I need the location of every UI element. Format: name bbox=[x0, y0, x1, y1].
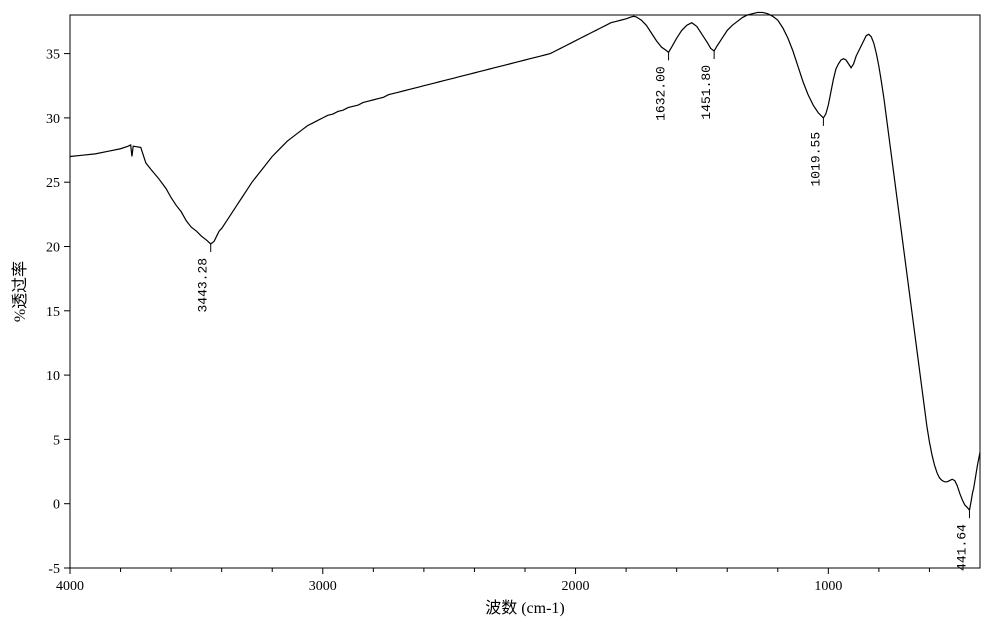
y-tick-label: 0 bbox=[53, 498, 60, 513]
x-tick-label: 2000 bbox=[562, 579, 590, 594]
peak-label: 441.64 bbox=[954, 524, 969, 571]
x-tick-label: 3000 bbox=[309, 579, 337, 594]
peak-label: 3443.28 bbox=[196, 258, 211, 313]
y-tick-label: 20 bbox=[46, 240, 60, 255]
x-tick-label: 4000 bbox=[56, 579, 84, 594]
x-tick-label: 1000 bbox=[814, 579, 842, 594]
peak-label: 1451.80 bbox=[699, 65, 714, 120]
chart-svg: 4000 3000 2000 1000 波数 (cm-1) -5 0 5 10 15 20 25 30 3… bbox=[0, 0, 1000, 628]
y-tick-label: 10 bbox=[46, 369, 60, 384]
y-tick-label: 25 bbox=[46, 176, 60, 191]
y-axis-label: %透过率 bbox=[11, 261, 29, 322]
y-tick-label: 35 bbox=[46, 48, 60, 63]
y-tick-label: 15 bbox=[46, 305, 60, 320]
y-tick-label: -5 bbox=[48, 562, 60, 577]
y-tick-label: 5 bbox=[53, 433, 60, 448]
y-tick-label: 30 bbox=[46, 112, 60, 127]
ir-spectrum-chart: 4000 3000 2000 1000 波数 (cm-1) -5 0 5 10 15 20 25 30 3… bbox=[0, 0, 1000, 628]
x-axis-label: 波数 (cm-1) bbox=[485, 599, 565, 617]
peak-label: 1632.00 bbox=[654, 66, 669, 121]
peak-label: 1019.55 bbox=[808, 132, 823, 187]
